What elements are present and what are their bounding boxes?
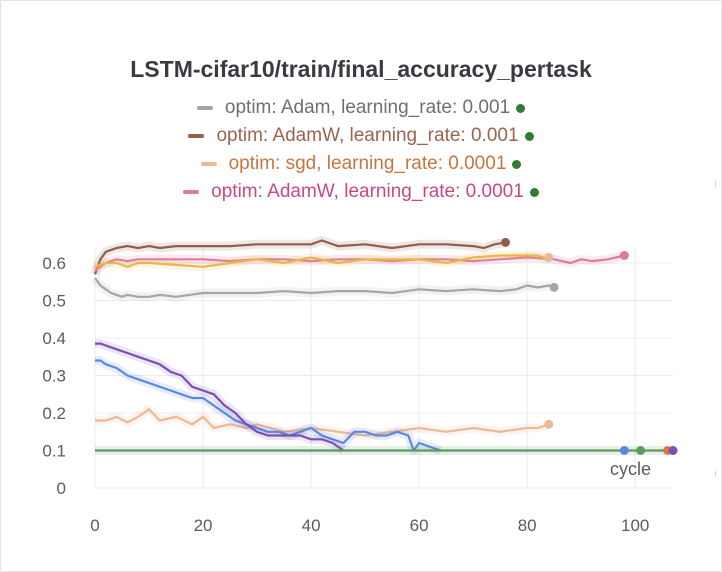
series-end-point xyxy=(668,446,678,455)
series-end-point xyxy=(544,419,554,429)
legend-item[interactable]: optim: AdamW, learning_rate: 0.0001 xyxy=(0,178,722,206)
series-line xyxy=(93,239,506,275)
series-end-point xyxy=(549,282,559,292)
y-tick-label: 0.2 xyxy=(42,404,66,423)
x-tick-label: 40 xyxy=(302,516,321,535)
y-tick-label: 0.5 xyxy=(42,292,66,311)
series-line xyxy=(94,254,550,268)
legend-label: optim: sgd, learning_rate: 0.0001 xyxy=(228,153,507,174)
chart-legend: optim: Adam, learning_rate: 0.001 optim:… xyxy=(0,94,722,206)
x-tick-label: 80 xyxy=(518,516,537,535)
legend-swatch xyxy=(200,162,217,166)
x-axis-tick-labels: 0 20 40 60 80 100 xyxy=(90,516,649,535)
series-end-markers xyxy=(501,237,678,455)
legend-item[interactable]: optim: Adam, learning_rate: 0.001 xyxy=(0,94,722,122)
series-line xyxy=(95,342,345,452)
legend-swatch xyxy=(188,134,205,138)
legend-item[interactable]: optim: AdamW, learning_rate: 0.001 xyxy=(0,122,722,150)
series-end-point xyxy=(619,446,629,455)
legend-item[interactable]: optim: sgd, learning_rate: 0.0001 xyxy=(0,150,722,178)
x-axis-label: cycle xyxy=(610,459,651,479)
series-end-point xyxy=(544,252,554,262)
grid-lines xyxy=(94,248,673,489)
series-line xyxy=(94,254,625,272)
series-lines xyxy=(90,236,673,455)
legend-label: optim: AdamW, learning_rate: 0.001 xyxy=(216,125,519,146)
y-tick-label: 0 xyxy=(57,479,66,498)
x-tick-label: 0 xyxy=(90,516,99,535)
y-tick-label: 0.3 xyxy=(42,367,66,386)
series-line xyxy=(94,277,555,298)
legend-swatch xyxy=(183,190,200,194)
legend-label: optim: AdamW, learning_rate: 0.0001 xyxy=(211,181,524,202)
series-end-point xyxy=(636,446,646,455)
x-tick-label: 100 xyxy=(621,516,649,535)
panel-edge-mark xyxy=(715,181,716,187)
y-tick-label: 0.4 xyxy=(42,329,66,348)
x-tick-label: 20 xyxy=(194,516,213,535)
series-line xyxy=(95,359,442,452)
y-axis-tick-labels: 0 0.1 0.2 0.3 0.4 0.5 0.6 xyxy=(42,254,66,498)
status-dot-icon xyxy=(529,187,539,197)
series-end-point xyxy=(501,237,511,247)
legend-label: optim: Adam, learning_rate: 0.001 xyxy=(224,97,511,118)
y-tick-label: 0.1 xyxy=(42,442,66,461)
y-tick-label: 0.6 xyxy=(42,254,66,273)
series-end-point xyxy=(619,251,629,260)
status-dot-icon xyxy=(512,159,522,169)
series-band xyxy=(91,275,556,302)
legend-swatch xyxy=(196,106,213,110)
status-dot-icon xyxy=(524,131,534,141)
status-dot-icon xyxy=(516,103,526,113)
series-band xyxy=(95,339,347,455)
chart-title: LSTM-cifar10/train/final_accuracy_pertas… xyxy=(130,56,592,82)
x-tick-label: 60 xyxy=(410,516,429,535)
panel-edge-mark xyxy=(715,471,716,477)
